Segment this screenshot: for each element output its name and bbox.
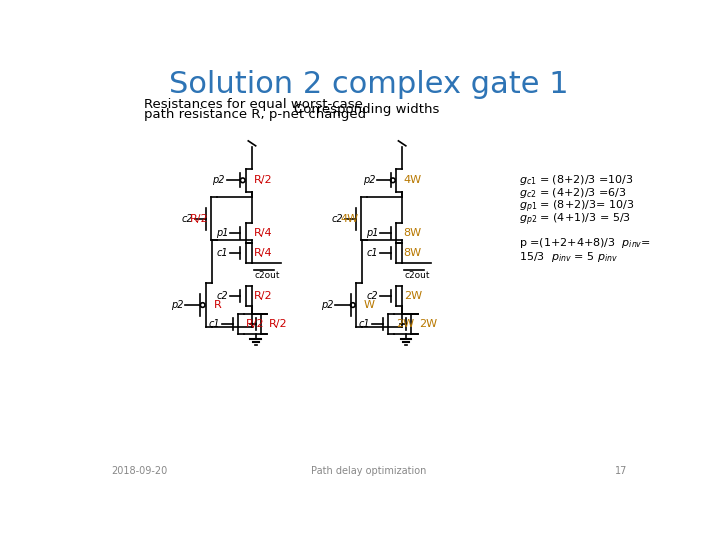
Text: 8W: 8W: [404, 248, 422, 259]
Text: 2018-09-20: 2018-09-20: [111, 467, 167, 476]
Text: 8W: 8W: [404, 228, 422, 238]
Text: 2W: 2W: [419, 319, 437, 329]
Text: p2: p2: [321, 300, 333, 310]
Text: Corresponding widths: Corresponding widths: [294, 103, 439, 116]
Text: c2: c2: [332, 214, 343, 224]
Text: Solution 2 complex gate 1: Solution 2 complex gate 1: [169, 70, 569, 98]
Text: R/2: R/2: [253, 291, 272, 301]
Text: p1: p1: [366, 228, 378, 238]
Text: Resistances for equal worst-case: Resistances for equal worst-case: [144, 98, 363, 111]
Text: 17: 17: [615, 467, 627, 476]
Text: c1: c1: [366, 248, 378, 259]
Text: 4W: 4W: [404, 176, 422, 185]
Text: $g_{c2}$ = (4+2)/3 =6/3: $g_{c2}$ = (4+2)/3 =6/3: [519, 186, 627, 200]
Text: p2: p2: [363, 176, 375, 185]
Text: $g_{c1}$ = (8+2)/3 =10/3: $g_{c1}$ = (8+2)/3 =10/3: [519, 173, 634, 187]
Text: R/2: R/2: [246, 319, 264, 329]
Text: path resistance R, p-net changed: path resistance R, p-net changed: [144, 107, 366, 120]
Text: $g_{p2}$ = (4+1)/3 = 5/3: $g_{p2}$ = (4+1)/3 = 5/3: [519, 211, 631, 228]
Text: R: R: [213, 300, 221, 310]
Text: p2: p2: [171, 300, 184, 310]
Text: R/2: R/2: [269, 319, 287, 329]
Text: Path delay optimization: Path delay optimization: [311, 467, 427, 476]
Text: R/2: R/2: [190, 214, 209, 224]
Text: 15/3  $p_{inv}$ = 5 $p_{inv}$: 15/3 $p_{inv}$ = 5 $p_{inv}$: [519, 249, 618, 264]
Text: c2out: c2out: [254, 271, 280, 280]
Text: c2out: c2out: [405, 271, 430, 280]
Text: 2W: 2W: [396, 319, 414, 329]
Text: c1: c1: [209, 319, 220, 329]
Text: R/4: R/4: [253, 228, 272, 238]
Text: c2: c2: [182, 214, 194, 224]
Text: c1: c1: [217, 248, 228, 259]
Text: 4W: 4W: [341, 214, 359, 224]
Text: p =(1+2+4+8)/3  $p_{inv}$=: p =(1+2+4+8)/3 $p_{inv}$=: [519, 237, 651, 251]
Text: R/2: R/2: [253, 176, 272, 185]
Text: p2: p2: [212, 176, 225, 185]
Text: c2: c2: [217, 291, 228, 301]
Text: W: W: [364, 300, 374, 310]
Text: p1: p1: [215, 228, 228, 238]
Text: c2: c2: [366, 291, 378, 301]
Text: $g_{p1}$ = (8+2)/3= 10/3: $g_{p1}$ = (8+2)/3= 10/3: [519, 198, 634, 215]
Text: R/4: R/4: [253, 248, 272, 259]
Text: 2W: 2W: [404, 291, 422, 301]
Text: c1: c1: [359, 319, 371, 329]
